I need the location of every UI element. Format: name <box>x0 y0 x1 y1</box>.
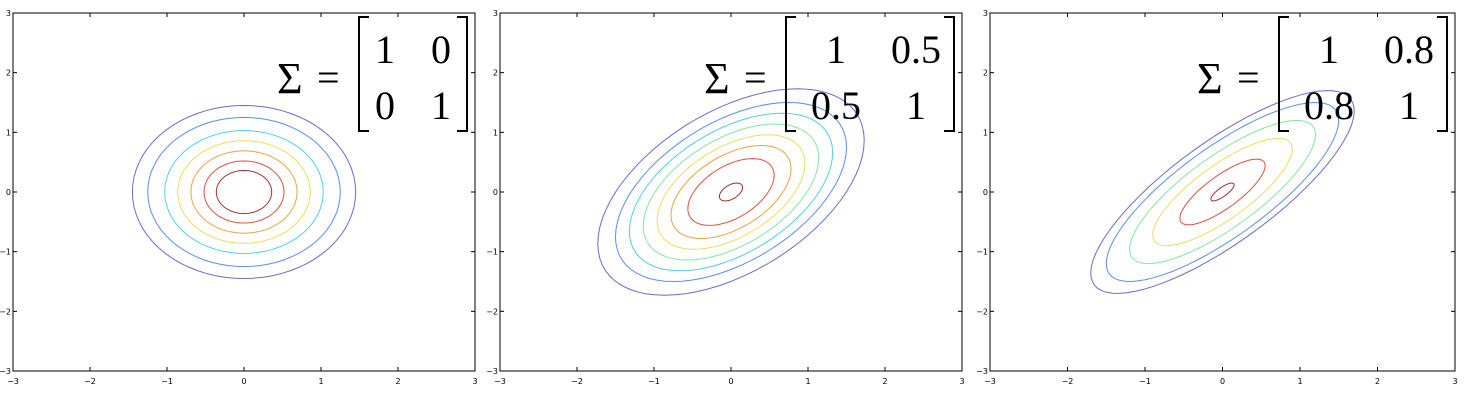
sigma-symbol: Σ <box>1197 54 1223 103</box>
y-tick-label: −2 <box>0 307 11 316</box>
matrix-entry: 1 <box>906 83 926 128</box>
matrix-entry: 0.8 <box>1304 83 1354 128</box>
y-tick-label: 1 <box>983 128 988 137</box>
x-tick-label: −2 <box>1062 377 1074 386</box>
left-bracket <box>358 16 369 132</box>
equals-sign: = <box>744 55 767 100</box>
left-bracket <box>1278 16 1289 132</box>
contour-line <box>628 112 834 272</box>
x-tick-label: −1 <box>1139 377 1151 386</box>
plot-frame <box>12 12 476 372</box>
y-tick-label: 3 <box>983 9 988 18</box>
x-tick-label: 2 <box>882 377 887 386</box>
x-tick-label: −3 <box>494 377 506 386</box>
matrix-entry: 1 <box>1399 83 1419 128</box>
panel-3: −3 −2 −1 0 1 2 3 3 2 1 0 −1 −2 −3 Σ = 1 0.8 0.8 1 <box>976 9 1457 386</box>
matrix-entry: 1 <box>1319 27 1339 72</box>
contour-line <box>614 101 848 283</box>
x-tick-label: 2 <box>1375 377 1380 386</box>
contour-line <box>147 116 341 268</box>
y-tick-label: 2 <box>983 69 988 78</box>
contour-line <box>164 129 324 255</box>
x-tick-label: −2 <box>84 377 96 386</box>
x-tick-label: 1 <box>1297 377 1302 386</box>
y-tick-label: 2 <box>6 69 11 78</box>
y-tick-label: 3 <box>493 9 498 18</box>
x-tick-label: 3 <box>1452 377 1457 386</box>
matrix-entry: 0.8 <box>1384 27 1434 72</box>
y-tick-label: 1 <box>493 128 498 137</box>
y-tick-label: 2 <box>493 69 498 78</box>
contour-line <box>656 134 806 250</box>
y-tick-label: −1 <box>486 248 498 257</box>
x-tick-label: −1 <box>161 377 173 386</box>
contour-line <box>719 182 743 202</box>
contour-line <box>597 88 865 296</box>
y-tick-label: −2 <box>486 307 498 316</box>
y-tick-label: −3 <box>0 367 11 376</box>
y-tick-label: −2 <box>976 307 988 316</box>
x-tick-label: 2 <box>395 377 400 386</box>
contour-line <box>131 104 357 280</box>
contour-line <box>687 158 775 226</box>
contour-line <box>1128 119 1317 265</box>
matrix-entry: 1 <box>431 83 451 128</box>
y-tick-label: −1 <box>976 248 988 257</box>
covariance-annotation: Σ =1 00 1 <box>277 16 468 132</box>
matrix-entry: 0.5 <box>891 27 941 72</box>
contour-line <box>1090 90 1355 294</box>
x-tick-label: −2 <box>571 377 583 386</box>
covariance-annotation: Σ = 1 0.8 0.8 1 <box>1197 16 1448 132</box>
y-tick-label: 0 <box>983 188 988 197</box>
contour-line <box>177 140 311 244</box>
y-tick-label: −3 <box>486 367 498 376</box>
x-tick-label: 1 <box>318 377 323 386</box>
x-tick-label: −3 <box>984 377 996 386</box>
x-tick-label: 0 <box>1220 377 1225 386</box>
matrix-entry: 1 <box>826 27 846 72</box>
x-tick-label: 0 <box>728 377 733 386</box>
covariance-annotation: Σ = 1 0.5 0.5 1 <box>704 16 955 132</box>
y-tick-label: 0 <box>6 188 11 197</box>
right-bracket <box>1437 16 1448 132</box>
contour-line <box>203 160 285 224</box>
matrix-entry: 0.5 <box>811 83 861 128</box>
x-tick-label: −3 <box>7 377 19 386</box>
sigma-symbol: Σ <box>277 54 303 103</box>
plot-frame <box>499 12 963 372</box>
x-tick-label: 0 <box>241 377 246 386</box>
contour-line <box>670 144 792 240</box>
right-bracket <box>944 16 955 132</box>
right-bracket <box>457 16 468 132</box>
plot-frame <box>989 12 1456 372</box>
contour-line <box>1179 158 1266 226</box>
x-tick-label: 3 <box>959 377 964 386</box>
matrix-entry: 0 <box>375 83 395 128</box>
contour-line <box>1210 182 1235 202</box>
y-tick-label: −3 <box>976 367 988 376</box>
contour-line <box>190 150 298 234</box>
x-tick-label: −1 <box>648 377 660 386</box>
y-tick-label: 1 <box>6 128 11 137</box>
contour-line <box>1152 137 1293 247</box>
left-bracket <box>785 16 796 132</box>
contour-line <box>1105 101 1340 283</box>
y-tick-label: 3 <box>6 9 11 18</box>
y-tick-label: −1 <box>0 248 11 257</box>
y-tick-label: 0 <box>493 188 498 197</box>
matrix-entry: 0 <box>431 27 451 72</box>
x-tick-label: 1 <box>805 377 810 386</box>
equals-sign: = <box>1237 55 1260 100</box>
matrix-entry: 1 <box>375 27 395 72</box>
contour-line <box>642 123 820 261</box>
panel-2: −3 −2 −1 0 1 2 3 3 2 1 0 −1 −2 −3 Σ = 1 0.5 0.5 1 <box>486 9 964 386</box>
equals-sign: = <box>317 55 340 100</box>
sigma-symbol: Σ <box>704 54 730 103</box>
x-tick-label: 3 <box>472 377 477 386</box>
contour-line <box>215 169 273 215</box>
